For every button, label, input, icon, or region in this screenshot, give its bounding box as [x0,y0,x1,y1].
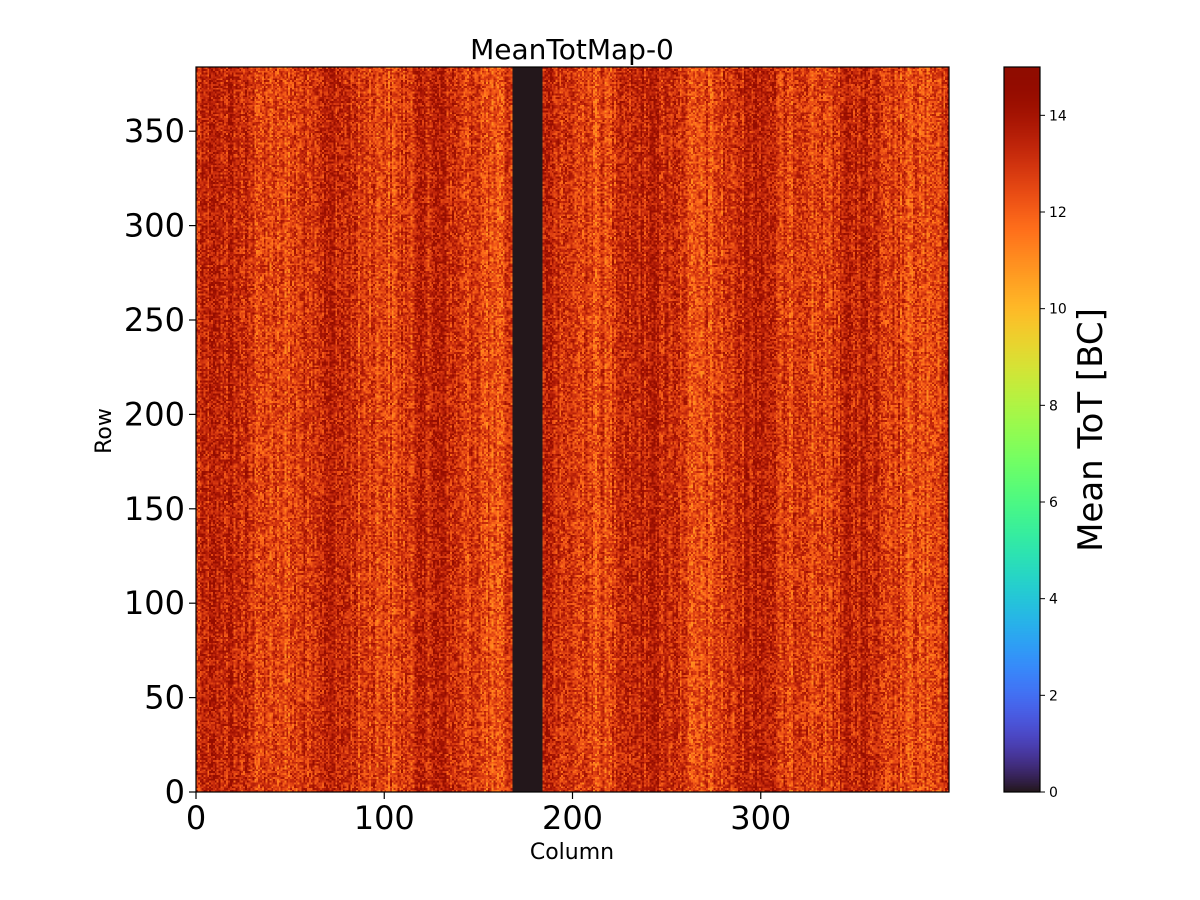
x-axis-label: Column [530,840,614,865]
colorbar-tick-label: 14 [1049,108,1067,124]
y-tick-label: 300 [124,207,185,245]
y-tick-label: 200 [124,395,185,433]
y-axis-label: Row [92,408,117,454]
colorbar-tick-label: 10 [1049,302,1067,318]
x-axis-ticks: 0 100 200 300 [186,792,791,837]
colorbar-tick-label: 8 [1049,398,1058,414]
colorbar-tick-label: 12 [1049,205,1067,221]
x-tick-label: 300 [730,799,791,837]
colorbar-tick-label: 0 [1049,785,1058,801]
y-tick-label: 350 [124,112,185,150]
colorbar-ticks: 0 2 4 6 8 10 12 14 [1040,108,1067,801]
x-tick-label: 200 [542,799,603,837]
colorbar-tick-label: 2 [1049,688,1058,704]
colorbar-tick-label: 6 [1049,495,1058,511]
colorbar-frame [1003,66,1041,793]
x-tick-label: 0 [186,799,206,837]
y-tick-label: 50 [144,679,185,717]
colorbar-label: Mean ToT [BC] [1071,308,1111,552]
y-tick-label: 150 [124,490,185,528]
y-tick-label: 100 [124,584,185,622]
chart-title: MeanTotMap-0 [470,33,674,66]
colorbar-gradient [1004,67,1040,792]
x-tick-label: 100 [354,799,415,837]
y-tick-label: 0 [165,773,185,811]
y-tick-label: 250 [124,301,185,339]
plot-frame [195,66,950,793]
y-axis-ticks: 0 50 100 150 200 250 300 350 [124,112,196,811]
colorbar-tick-label: 4 [1049,592,1058,608]
heatmap-image [196,67,949,792]
